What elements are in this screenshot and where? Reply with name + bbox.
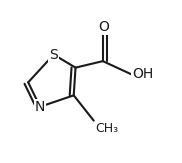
Text: CH₃: CH₃ bbox=[96, 122, 119, 135]
Text: N: N bbox=[35, 100, 45, 114]
Text: OH: OH bbox=[132, 67, 153, 81]
Text: O: O bbox=[98, 20, 109, 34]
Text: S: S bbox=[49, 48, 58, 62]
